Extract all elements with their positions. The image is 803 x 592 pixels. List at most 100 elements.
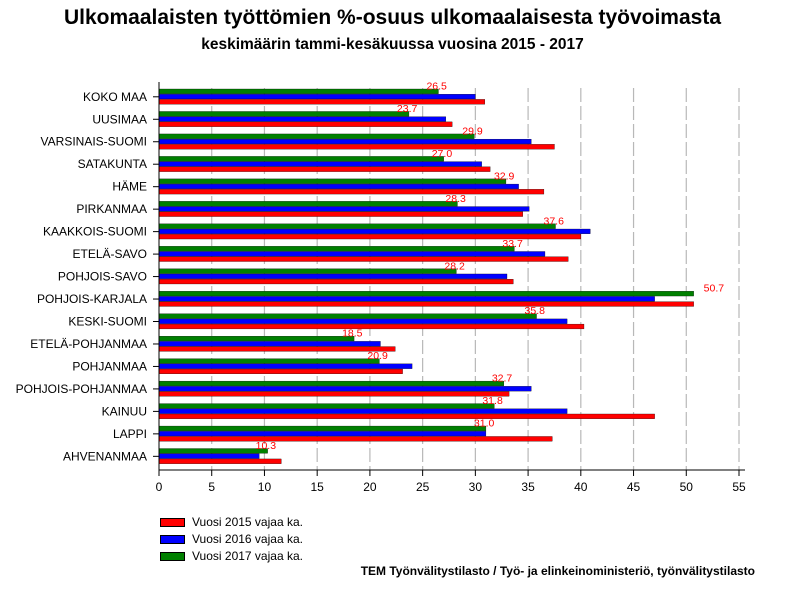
bar-kainuu-green bbox=[158, 403, 495, 409]
data-label-lappi: 31.0 bbox=[474, 418, 495, 430]
x-tick-label-55: 55 bbox=[732, 480, 746, 494]
bar-koko maa-red bbox=[158, 99, 486, 105]
bar-pohjanmaa-red bbox=[158, 368, 403, 374]
bar-ahvenanmaa-red bbox=[158, 458, 282, 464]
data-label-satakunta: 27.0 bbox=[432, 148, 453, 160]
legend-swatch-2015 bbox=[160, 517, 185, 527]
bar-pohjois-pohjanmaa-red bbox=[158, 391, 510, 397]
bar-satakunta-red bbox=[158, 166, 491, 172]
x-tick-label-5: 5 bbox=[208, 480, 215, 494]
bar-häme-blue bbox=[158, 183, 519, 190]
x-tick-label-30: 30 bbox=[469, 480, 483, 494]
x-tick-label-0: 0 bbox=[156, 480, 163, 494]
bar-lappi-red bbox=[158, 436, 553, 442]
data-label-etelä-pohjanmaa: 18.5 bbox=[342, 328, 363, 340]
bar-varsinais-suomi-green bbox=[158, 133, 475, 139]
legend: Vuosi 2015 vajaa ka. Vuosi 2016 vajaa ka… bbox=[160, 514, 303, 565]
bar-etelä-savo-red bbox=[158, 256, 569, 262]
category-label-pohjois-pohjanmaa: POHJOIS-POHJANMAA bbox=[16, 382, 147, 396]
x-tick-label-35: 35 bbox=[521, 480, 535, 494]
legend-label-2015: Vuosi 2015 vajaa ka. bbox=[192, 515, 303, 529]
x-tick-label-45: 45 bbox=[627, 480, 641, 494]
bar-pirkanmaa-red bbox=[158, 211, 523, 217]
data-label-kainuu: 31.8 bbox=[482, 395, 503, 407]
data-label-keski-suomi: 35.8 bbox=[525, 305, 546, 317]
bar-pohjois-karjala-green bbox=[158, 291, 694, 297]
bar-pohjois-pohjanmaa-blue bbox=[158, 386, 532, 392]
bar-pirkanmaa-blue bbox=[158, 206, 530, 212]
bar-kainuu-blue bbox=[158, 408, 568, 414]
bar-uusimaa-red bbox=[158, 121, 453, 127]
legend-label-2016: Vuosi 2016 vajaa ka. bbox=[192, 532, 303, 546]
bar-häme-green bbox=[158, 178, 507, 184]
bar-pohjanmaa-green bbox=[158, 358, 380, 364]
bar-keski-suomi-red bbox=[158, 323, 585, 330]
chart-title: Ulkomaalaisten työttömien %-osuus ulkoma… bbox=[63, 6, 722, 29]
bar-pohjois-savo-green bbox=[158, 268, 457, 274]
bar-etelä-savo-blue bbox=[158, 251, 546, 257]
bar-häme-red bbox=[158, 189, 545, 195]
chart-subtitle: keskimäärin tammi-kesäkuussa vuosina 201… bbox=[201, 36, 584, 53]
legend-swatch-2016 bbox=[160, 534, 185, 544]
legend-item-2016: Vuosi 2016 vajaa ka. bbox=[160, 531, 303, 547]
bar-pirkanmaa-green bbox=[158, 201, 458, 207]
data-label-pohjois-savo: 28.2 bbox=[444, 260, 465, 272]
category-label-pohjanmaa: POHJANMAA bbox=[72, 359, 147, 373]
bar-varsinais-suomi-blue bbox=[158, 138, 532, 145]
x-tick-label-25: 25 bbox=[416, 480, 430, 494]
x-tick-label-40: 40 bbox=[574, 480, 588, 494]
data-label-pohjanmaa: 20.9 bbox=[367, 350, 388, 362]
bar-pohjois-karjala-red bbox=[158, 301, 694, 307]
bar-satakunta-green bbox=[158, 156, 444, 162]
bar-etelä-savo-green bbox=[158, 246, 515, 252]
data-label-pohjois-karjala: 50.7 bbox=[704, 283, 725, 295]
data-label-koko maa: 26.5 bbox=[426, 81, 447, 93]
bar-etelä-pohjanmaa-green bbox=[158, 336, 355, 342]
data-label-etelä-savo: 33.7 bbox=[502, 238, 523, 250]
category-label-häme: HÄME bbox=[112, 180, 147, 194]
bar-varsinais-suomi-red bbox=[158, 144, 555, 150]
data-label-häme: 32.9 bbox=[494, 170, 515, 182]
category-label-koko maa: KOKO MAA bbox=[83, 90, 147, 104]
category-label-lappi: LAPPI bbox=[113, 427, 147, 441]
data-label-kaakkois-suomi: 37.6 bbox=[544, 215, 565, 227]
bar-ahvenanmaa-blue bbox=[158, 453, 260, 459]
category-label-keski-suomi: KESKI-SUOMI bbox=[68, 315, 147, 329]
category-label-kaakkois-suomi: KAAKKOIS-SUOMI bbox=[43, 225, 147, 239]
bar-lappi-green bbox=[158, 425, 487, 432]
category-label-pohjois-savo: POHJOIS-SAVO bbox=[58, 270, 147, 284]
x-tick-label-10: 10 bbox=[258, 480, 272, 494]
legend-label-2017: Vuosi 2017 vajaa ka. bbox=[192, 549, 303, 563]
x-tick-label-50: 50 bbox=[680, 480, 694, 494]
data-label-ahvenanmaa: 10.3 bbox=[256, 440, 277, 452]
bar-ahvenanmaa-green bbox=[158, 448, 268, 454]
legend-item-2017: Vuosi 2017 vajaa ka. bbox=[160, 548, 303, 564]
bar-etelä-pohjanmaa-blue bbox=[158, 341, 381, 347]
source-note: TEM Työnvälitystilasto / Työ- ja elinkei… bbox=[360, 564, 755, 578]
bar-pohjois-savo-red bbox=[158, 279, 514, 285]
bar-satakunta-blue bbox=[158, 161, 482, 167]
bar-uusimaa-green bbox=[158, 111, 410, 117]
bar-etelä-pohjanmaa-red bbox=[158, 346, 396, 352]
category-label-ahvenanmaa: AHVENANMAA bbox=[63, 449, 147, 463]
category-label-etelä-savo: ETELÄ-SAVO bbox=[73, 247, 147, 261]
category-label-varsinais-suomi: VARSINAIS-SUOMI bbox=[41, 135, 147, 149]
data-label-varsinais-suomi: 29.9 bbox=[462, 125, 483, 137]
bar-pohjanmaa-blue bbox=[158, 363, 413, 369]
category-label-kainuu: KAINUU bbox=[102, 404, 147, 418]
bar-keski-suomi-green bbox=[158, 313, 537, 319]
bar-kaakkois-suomi-green bbox=[158, 223, 556, 229]
bar-koko maa-blue bbox=[158, 94, 476, 100]
x-tick-label-20: 20 bbox=[363, 480, 377, 494]
category-label-pohjois-karjala: POHJOIS-KARJALA bbox=[37, 292, 147, 306]
bar-kaakkois-suomi-blue bbox=[158, 228, 591, 234]
bar-kainuu-red bbox=[158, 413, 655, 419]
category-label-etelä-pohjanmaa: ETELÄ-POHJANMAA bbox=[30, 337, 147, 351]
bar-pohjois-savo-blue bbox=[158, 273, 508, 279]
x-tick-label-15: 15 bbox=[311, 480, 325, 494]
bar-koko maa-green bbox=[158, 88, 439, 94]
bar-chart: 26.5 KOKO MAA 23.7 UUSIMAA 29.9 VARSINAIS-SUO… bbox=[16, 81, 746, 495]
bar-uusimaa-blue bbox=[158, 116, 446, 122]
bar-pohjois-karjala-blue bbox=[158, 296, 655, 302]
category-label-pirkanmaa: PIRKANMAA bbox=[76, 202, 147, 216]
